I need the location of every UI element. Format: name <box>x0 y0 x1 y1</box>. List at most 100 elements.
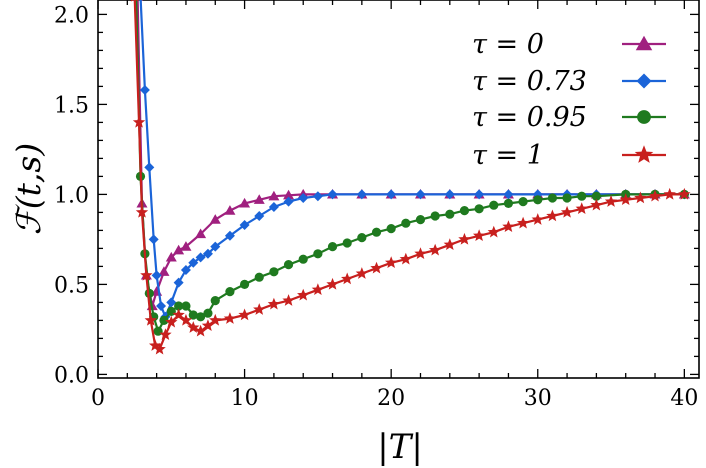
circle-marker <box>430 211 440 221</box>
star-marker <box>282 294 295 306</box>
star-marker <box>428 243 442 256</box>
diamond-marker <box>268 202 279 212</box>
triangle-marker <box>180 241 192 251</box>
plot-frame <box>97 0 700 379</box>
triangle-marker <box>224 205 236 215</box>
circle-marker <box>503 198 514 208</box>
star-marker <box>487 225 500 238</box>
star-marker <box>297 288 310 301</box>
diamond-marker <box>356 189 367 200</box>
star-marker <box>165 315 178 328</box>
star-marker <box>370 261 383 274</box>
triangle-marker <box>239 197 251 208</box>
legend-label: τ = 0.95 <box>472 102 587 133</box>
circle-marker <box>357 233 367 243</box>
diamond-marker <box>144 162 155 173</box>
circle-marker <box>577 191 587 201</box>
x-tick-label: 30 <box>524 386 552 411</box>
star-marker <box>663 187 676 200</box>
triangle-marker <box>283 189 295 200</box>
legend-label: τ = 1 <box>472 140 544 171</box>
star-marker <box>604 195 618 207</box>
circle-marker <box>562 193 572 203</box>
star-marker <box>194 324 207 337</box>
circle-marker <box>298 254 308 264</box>
diamond-marker <box>298 193 309 203</box>
star-marker <box>187 321 200 333</box>
star-marker <box>355 267 369 279</box>
diamond-marker <box>503 189 514 200</box>
circle-marker <box>371 227 382 237</box>
triangle-marker <box>165 251 177 262</box>
triangle-marker <box>268 190 280 201</box>
diamond-marker <box>202 248 213 259</box>
star-marker <box>634 145 654 163</box>
y-axis-title: ℱ(t,s) <box>9 143 48 235</box>
diamond-marker <box>474 189 485 200</box>
diamond-marker <box>386 189 397 200</box>
circle-marker <box>489 200 499 210</box>
triangle-marker <box>195 228 207 239</box>
circle-marker <box>591 191 601 201</box>
star-marker <box>414 247 427 260</box>
diamond-marker <box>312 191 323 202</box>
star-marker <box>575 202 588 215</box>
star-marker <box>223 312 237 324</box>
series-1 <box>139 0 690 322</box>
circle-marker <box>459 206 470 216</box>
star-marker <box>144 313 157 326</box>
triangle-marker <box>635 35 653 51</box>
circle-marker <box>401 218 411 228</box>
star-marker <box>132 115 146 128</box>
diamond-marker <box>156 301 167 311</box>
y-tick-label: 1.5 <box>54 93 89 118</box>
diamond-marker <box>210 241 221 252</box>
series-line <box>139 0 685 318</box>
circle-marker <box>196 312 206 322</box>
circle-marker <box>637 110 651 124</box>
triangle-marker <box>253 194 265 204</box>
circle-marker <box>283 260 294 270</box>
star-marker <box>267 297 281 310</box>
star-marker <box>516 216 530 229</box>
star-marker <box>172 308 185 321</box>
star-marker <box>531 213 544 225</box>
circle-marker <box>445 209 455 219</box>
diamond-marker <box>188 257 199 268</box>
circle-marker <box>225 287 235 297</box>
star-marker <box>159 328 172 341</box>
star-marker <box>590 198 603 211</box>
diamond-marker <box>283 196 294 207</box>
triangle-marker <box>209 214 221 224</box>
circle-marker <box>210 296 220 306</box>
star-marker <box>560 205 574 218</box>
series-0 <box>132 0 690 311</box>
circle-marker <box>174 301 184 311</box>
star-marker <box>179 313 193 326</box>
star-marker <box>341 272 354 285</box>
diamond-marker <box>444 189 455 200</box>
triangle-marker <box>158 266 170 276</box>
star-marker <box>634 191 647 204</box>
diamond-marker <box>151 270 162 281</box>
legend-label: τ = 0.73 <box>472 66 587 97</box>
circle-marker <box>239 279 250 289</box>
star-marker <box>678 187 691 200</box>
circle-marker <box>327 242 338 252</box>
legend: τ = 0 τ = 0.73 τ = 0.95 τ = 1 <box>472 29 666 171</box>
star-marker <box>311 283 325 296</box>
star-marker <box>399 252 413 265</box>
circle-marker <box>386 224 396 234</box>
star-marker <box>648 189 662 202</box>
star-marker <box>153 342 166 355</box>
star-marker <box>135 205 149 218</box>
star-marker <box>130 0 139 2</box>
star-marker <box>472 229 486 242</box>
series-2 <box>133 0 689 336</box>
diamond-marker <box>180 265 191 275</box>
diamond-marker <box>139 85 150 95</box>
circle-marker <box>188 310 198 320</box>
circle-marker <box>181 301 191 311</box>
diamond-marker <box>636 73 652 89</box>
x-axis-title: |T| <box>377 427 423 467</box>
